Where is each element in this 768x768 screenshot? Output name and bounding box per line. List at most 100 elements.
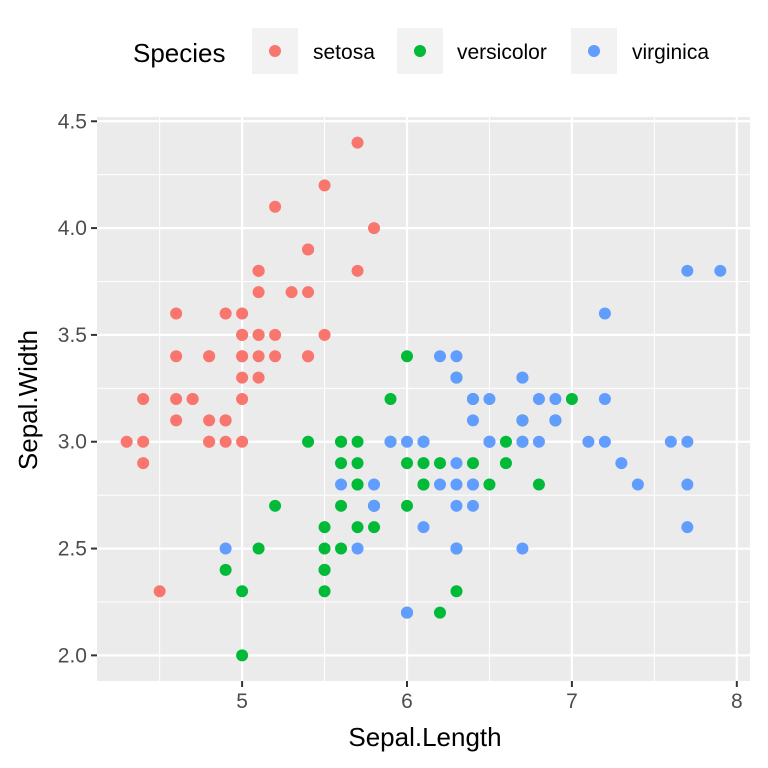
point-setosa	[203, 435, 216, 448]
legend: Species setosa versicolor virginica	[133, 28, 709, 74]
point-setosa	[170, 350, 183, 363]
point-setosa	[269, 200, 282, 213]
point-virginica	[384, 435, 397, 448]
legend-point-setosa	[269, 45, 281, 57]
point-setosa	[236, 307, 249, 320]
point-virginica	[549, 414, 562, 427]
point-virginica	[368, 478, 381, 491]
legend-label-setosa: setosa	[313, 41, 375, 64]
point-versicolor	[417, 478, 430, 491]
y-axis-label: Sepal.Width	[13, 330, 43, 470]
point-virginica	[516, 371, 529, 384]
point-setosa	[269, 328, 282, 341]
point-setosa	[137, 435, 150, 448]
point-versicolor	[499, 435, 512, 448]
y-tick-label: 4.5	[58, 110, 87, 133]
point-virginica	[466, 478, 479, 491]
point-versicolor	[335, 457, 348, 470]
point-versicolor	[236, 585, 249, 598]
point-virginica	[401, 435, 414, 448]
point-virginica	[598, 307, 611, 320]
point-virginica	[417, 521, 430, 534]
points	[120, 136, 727, 662]
point-versicolor	[433, 457, 446, 470]
point-setosa	[137, 393, 150, 405]
point-setosa	[318, 328, 331, 341]
point-setosa	[170, 393, 183, 405]
point-virginica	[433, 350, 446, 363]
point-virginica	[516, 435, 529, 448]
point-setosa	[219, 307, 232, 320]
axes: 5 6 7 8 2.0 2.5 3.0 3.5 4.0 4.5	[58, 110, 743, 713]
point-virginica	[483, 393, 496, 405]
point-setosa	[203, 350, 216, 363]
point-versicolor	[318, 521, 331, 534]
point-setosa	[351, 264, 364, 277]
x-tick-label: 8	[731, 690, 743, 713]
point-virginica	[549, 393, 562, 405]
point-setosa	[252, 371, 265, 384]
point-virginica	[433, 478, 446, 491]
point-virginica	[401, 606, 414, 619]
point-setosa	[302, 350, 315, 363]
legend-point-versicolor	[414, 45, 426, 57]
point-versicolor	[351, 478, 364, 491]
point-virginica	[450, 457, 463, 470]
y-tick-label: 2.5	[58, 538, 87, 561]
point-setosa	[170, 414, 183, 427]
point-virginica	[681, 478, 694, 491]
point-setosa	[285, 286, 298, 299]
point-setosa	[186, 393, 199, 405]
point-virginica	[532, 435, 545, 448]
point-virginica	[335, 478, 348, 491]
point-versicolor	[269, 499, 282, 512]
point-versicolor	[318, 563, 331, 576]
point-setosa	[351, 136, 364, 149]
point-virginica	[664, 435, 677, 448]
point-setosa	[318, 179, 331, 192]
point-setosa	[219, 435, 232, 448]
point-versicolor	[351, 521, 364, 534]
x-tick-label: 5	[236, 690, 248, 713]
point-virginica	[598, 435, 611, 448]
point-versicolor	[401, 350, 414, 363]
point-setosa	[170, 307, 183, 320]
point-versicolor	[318, 585, 331, 598]
point-versicolor	[252, 542, 265, 555]
point-setosa	[302, 243, 315, 256]
y-tick-label: 4.0	[58, 217, 87, 240]
point-versicolor	[532, 478, 545, 491]
point-versicolor	[368, 521, 381, 534]
point-virginica	[466, 499, 479, 512]
point-virginica	[598, 393, 611, 405]
point-setosa	[153, 585, 166, 598]
y-tick-label: 2.0	[58, 644, 87, 667]
point-versicolor	[401, 457, 414, 470]
point-virginica	[681, 435, 694, 448]
point-setosa	[120, 435, 133, 448]
point-virginica	[417, 435, 430, 448]
point-virginica	[631, 478, 644, 491]
point-virginica	[368, 499, 381, 512]
y-tick-label: 3.0	[58, 431, 87, 454]
point-setosa	[368, 222, 381, 235]
point-virginica	[466, 414, 479, 427]
x-axis-label: Sepal.Length	[348, 722, 501, 752]
point-setosa	[236, 371, 249, 384]
point-versicolor	[219, 563, 232, 576]
y-tick-label: 3.5	[58, 324, 87, 347]
point-virginica	[681, 264, 694, 277]
point-setosa	[252, 286, 265, 299]
point-virginica	[450, 478, 463, 491]
point-versicolor	[335, 542, 348, 555]
point-setosa	[236, 328, 249, 341]
point-virginica	[483, 435, 496, 448]
point-versicolor	[565, 393, 578, 405]
point-setosa	[219, 414, 232, 427]
point-virginica	[219, 542, 232, 555]
plot-panel	[97, 117, 750, 681]
point-versicolor	[335, 499, 348, 512]
point-setosa	[252, 264, 265, 277]
point-virginica	[450, 499, 463, 512]
